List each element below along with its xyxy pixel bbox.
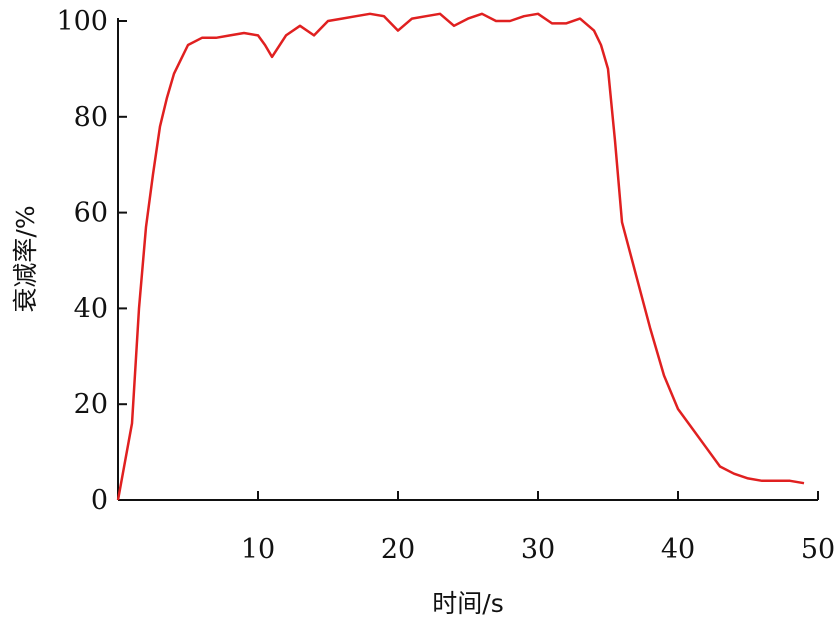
x-axis-title: 时间/s xyxy=(432,589,503,618)
y-tick-label: 80 xyxy=(74,102,108,133)
y-tick-label: 100 xyxy=(56,6,108,37)
y-tick-label: 0 xyxy=(91,485,108,516)
x-tick-label: 10 xyxy=(241,534,275,565)
x-tick-label: 20 xyxy=(381,534,415,565)
y-tick-label: 20 xyxy=(74,389,108,420)
x-axis-ticks: 10 20 30 40 50 xyxy=(241,491,835,565)
plot-area xyxy=(116,12,805,501)
x-tick-label: 30 xyxy=(521,534,555,565)
axes xyxy=(117,18,818,501)
y-axis-ticks: 0 20 40 60 80 100 xyxy=(56,6,127,516)
y-tick-label: 60 xyxy=(74,198,108,229)
y-axis-title: 衰减率/% xyxy=(11,205,40,312)
y-tick-label: 40 xyxy=(74,293,108,324)
series-line xyxy=(116,12,805,501)
x-tick-label: 50 xyxy=(801,534,835,565)
x-tick-label: 40 xyxy=(661,534,695,565)
